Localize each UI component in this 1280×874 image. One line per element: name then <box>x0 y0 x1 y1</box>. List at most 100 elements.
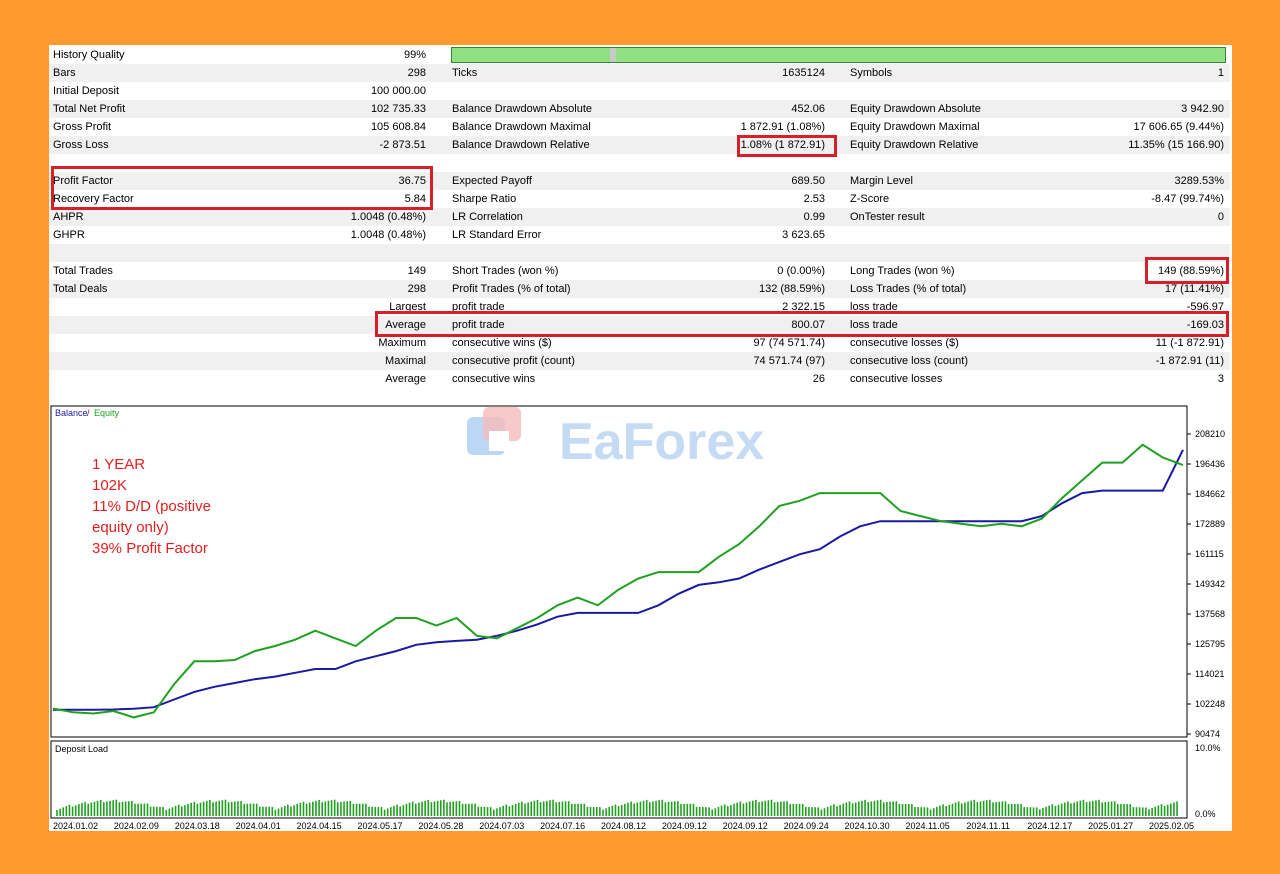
x-tick-label: 2024.05.28 <box>418 821 463 831</box>
deposit-load-title: Deposit Load <box>55 744 108 754</box>
y-tick-label: 208210 <box>1195 429 1225 439</box>
label-col2: Balance Drawdown Absolute <box>452 103 593 115</box>
value-col1: 1.0048 (0.48%) <box>350 229 426 241</box>
value-col2: 132 (88.59%) <box>758 283 825 295</box>
value-col1: Average <box>385 319 426 331</box>
label-col3: Equity Drawdown Relative <box>850 139 979 151</box>
label-col2: Ticks <box>452 67 478 79</box>
value-col1: 36.75 <box>398 175 426 187</box>
x-tick-label: 2024.07.16 <box>540 821 585 831</box>
series-equity-line <box>52 443 1184 719</box>
label-col3: Z-Score <box>850 193 890 205</box>
x-tick-label: 2025.02.05 <box>1149 821 1194 831</box>
value-col3: 3289.53% <box>1174 175 1224 187</box>
label-col3: consecutive losses <box>850 373 943 385</box>
row-value: 99% <box>403 49 426 61</box>
value-col1: 149 <box>407 265 426 277</box>
annotation-line: 39% Profit Factor <box>92 540 208 557</box>
label-col2: LR Correlation <box>452 211 523 223</box>
value-col3: -8.47 (99.74%) <box>1151 193 1224 205</box>
label-col2: LR Standard Error <box>452 229 542 241</box>
x-tick-label: 2024.03.18 <box>175 821 220 831</box>
report-row: Initial Deposit 100 000.00 <box>49 82 1230 100</box>
report-row: Recovery Factor 5.84 Sharpe Ratio 2.53 Z-Sco… <box>49 190 1230 208</box>
label-col1: Initial Deposit <box>53 85 120 97</box>
value-col3: 3 <box>1217 373 1224 385</box>
label-col2: Balance Drawdown Maximal <box>452 121 591 133</box>
annotation-line: 102K <box>92 477 128 494</box>
value-col3: 1 <box>1217 67 1224 79</box>
value-col3: 11.35% (15 166.90) <box>1128 139 1224 151</box>
label-col3: consecutive loss (count) <box>850 355 968 367</box>
x-tick-label: 2024.04.15 <box>297 821 342 831</box>
value-col1: 105 608.84 <box>370 121 426 133</box>
report-table: History Quality 99% Bars 298 Ticks 1635124 Sym… <box>49 45 1232 395</box>
report-row: Gross Loss -2 873.51 Balance Drawdown Rela… <box>49 136 1230 154</box>
label-col2: profit trade <box>452 301 505 313</box>
y-tick-label: 161115 <box>1195 549 1224 559</box>
y-tick-label: 102248 <box>1195 699 1225 709</box>
value-col2: 97 (74 571.74) <box>753 337 825 349</box>
legend-balance: Balance <box>55 408 88 418</box>
value-col2: 800.07 <box>791 319 825 331</box>
value-col2: 0.99 <box>803 211 825 223</box>
chart-svg: Balance / Equity 208210 196436 184662 172889 16… <box>50 405 1225 831</box>
deposit-load-tick: 0.0% <box>1195 809 1216 819</box>
value-col3: 11 (-1 872.91) <box>1155 337 1224 349</box>
x-tick-label: 2024.08.12 <box>601 821 646 831</box>
label-col1: Gross Profit <box>53 121 112 133</box>
row-label: History Quality <box>53 49 125 61</box>
report-row: Profit Factor 36.75 Expected Payoff 689.50 M… <box>49 172 1230 190</box>
x-tick-label: 2024.07.03 <box>479 821 524 831</box>
label-col2: consecutive wins <box>452 373 536 385</box>
value-col1: Maximum <box>378 337 426 349</box>
x-tick-label: 2024.02.09 <box>114 821 159 831</box>
x-tick-label: 2024.04.01 <box>236 821 281 831</box>
value-col1: 298 <box>407 67 426 79</box>
value-col3: -1 872.91 (11) <box>1155 355 1224 367</box>
report-row: Total Trades 149 Short Trades (won %) 0 (0.… <box>49 262 1230 280</box>
label-col2: consecutive profit (count) <box>452 355 575 367</box>
value-col2: 689.50 <box>791 175 825 187</box>
value-col2: 2.53 <box>803 193 825 205</box>
x-tick-label: 2024.11.11 <box>966 821 1010 831</box>
x-tick-label: 2024.12.17 <box>1027 821 1072 831</box>
x-tick-label: 2024.10.30 <box>845 821 890 831</box>
value-col2: 1.08% (1 872.91) <box>740 139 825 151</box>
label-col2: consecutive wins ($) <box>452 337 552 349</box>
value-col3: 0 <box>1217 211 1224 223</box>
x-tick-label: 2024.09.12 <box>662 821 707 831</box>
value-col2: 26 <box>812 373 825 385</box>
legend-equity: Equity <box>94 408 120 418</box>
x-tick-label: 2024.05.17 <box>357 821 402 831</box>
value-col1: -2 873.51 <box>379 139 426 151</box>
watermark-text: EaForex <box>559 413 764 471</box>
report-row: Gross Profit 105 608.84 Balance Drawdown M… <box>49 118 1230 136</box>
value-col2: 0 (0.00%) <box>777 265 825 277</box>
report-row: GHPR 1.0048 (0.48%) LR Standard Error 3 623… <box>49 226 1230 244</box>
label-col1: Profit Factor <box>53 175 113 187</box>
label-col3: Margin Level <box>850 175 913 187</box>
y-tick-label: 114021 <box>1195 669 1224 679</box>
report-row: AHPR 1.0048 (0.48%) LR Correlation 0.99 OnTe… <box>49 208 1230 226</box>
label-col1: GHPR <box>53 229 85 241</box>
value-col2: 452.06 <box>791 103 825 115</box>
label-col3: Equity Drawdown Absolute <box>850 103 981 115</box>
report-row: Bars 298 Ticks 1635124 Symbols 1 <box>49 64 1230 82</box>
highlight-profit-recovery <box>51 166 433 210</box>
x-tick-label: 2024.09.12 <box>723 821 768 831</box>
value-col1: Average <box>385 373 426 385</box>
annotation-line: 1 YEAR <box>92 456 146 473</box>
report-row: Largest profit trade 2 322.15 loss trade -59… <box>49 298 1230 316</box>
balance-equity-chart: Balance / Equity 208210 196436 184662 172889 16… <box>49 404 1232 831</box>
report-row: Total Net Profit 102 735.33 Balance Drawdo… <box>49 100 1230 118</box>
x-tick-label: 2024.01.02 <box>53 821 98 831</box>
label-col3: loss trade <box>850 319 898 331</box>
label-col3: Symbols <box>850 67 893 79</box>
report-row: History Quality 99% <box>49 46 1230 64</box>
x-tick-label: 2024.09.24 <box>784 821 829 831</box>
x-tick-label: 2024.11.05 <box>905 821 949 831</box>
label-col1: AHPR <box>53 211 84 223</box>
series-balance-line <box>53 449 1184 711</box>
y-tick-label: 90474 <box>1195 729 1220 739</box>
